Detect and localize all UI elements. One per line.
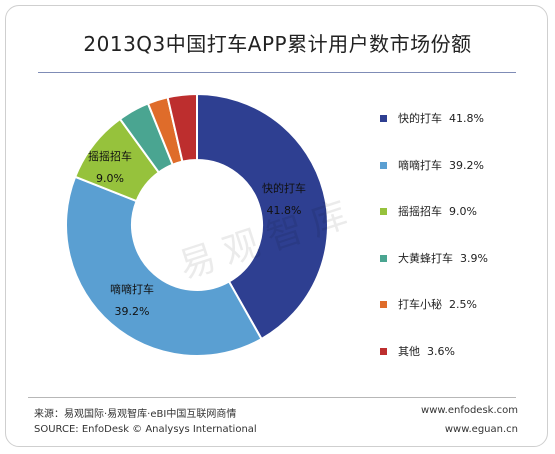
data-label-name: 嘀嘀打车 [110, 282, 154, 296]
source-cn: 来源：易观国际·易观智库·eBI中国互联网商情 [34, 409, 237, 420]
legend-label: 大黄蜂打车 [398, 251, 453, 265]
legend-label: 其他 [398, 344, 420, 358]
legend-value: 41.8% [449, 112, 484, 125]
legend-swatch [380, 301, 387, 308]
legend-swatch [380, 254, 387, 262]
donut-slice [65, 175, 263, 357]
footer-url-eguan[interactable]: www.eguan.cn [444, 424, 518, 435]
chart-title: 2013Q3中国打车APP累计用户数市场份额 [83, 32, 472, 56]
legend-label: 打车小秘 [398, 298, 442, 311]
legend-value: 2.5% [449, 298, 477, 311]
legend-swatch [380, 347, 387, 355]
legend-value: 3.6% [427, 344, 455, 358]
data-label-name: 摇摇招车 [88, 149, 132, 163]
legend-value: 9.0% [449, 205, 477, 218]
legend-label: 嘀嘀打车 [398, 158, 442, 172]
legend-value: 3.9% [460, 251, 488, 265]
legend-swatch [380, 115, 387, 122]
legend-value: 39.2% [449, 158, 484, 172]
data-label-name: 快的打车 [262, 181, 306, 195]
legend-label: 摇摇招车 [398, 205, 442, 218]
data-label-value: 39.2% [115, 305, 150, 318]
donut-slice [166, 92, 198, 163]
donut-slice [196, 92, 329, 341]
data-label-value: 41.8% [267, 204, 302, 217]
footer-divider [28, 397, 516, 398]
legend-swatch [380, 161, 387, 169]
legend-swatch [380, 208, 387, 215]
legend-label: 快的打车 [398, 112, 442, 125]
source-en: SOURCE: EnfoDesk © Analysys Internationa… [34, 424, 257, 435]
title-divider [38, 72, 516, 73]
footer-url-enfodesk[interactable]: www.enfodesk.com [421, 405, 518, 416]
data-label-value: 9.0% [96, 172, 124, 185]
